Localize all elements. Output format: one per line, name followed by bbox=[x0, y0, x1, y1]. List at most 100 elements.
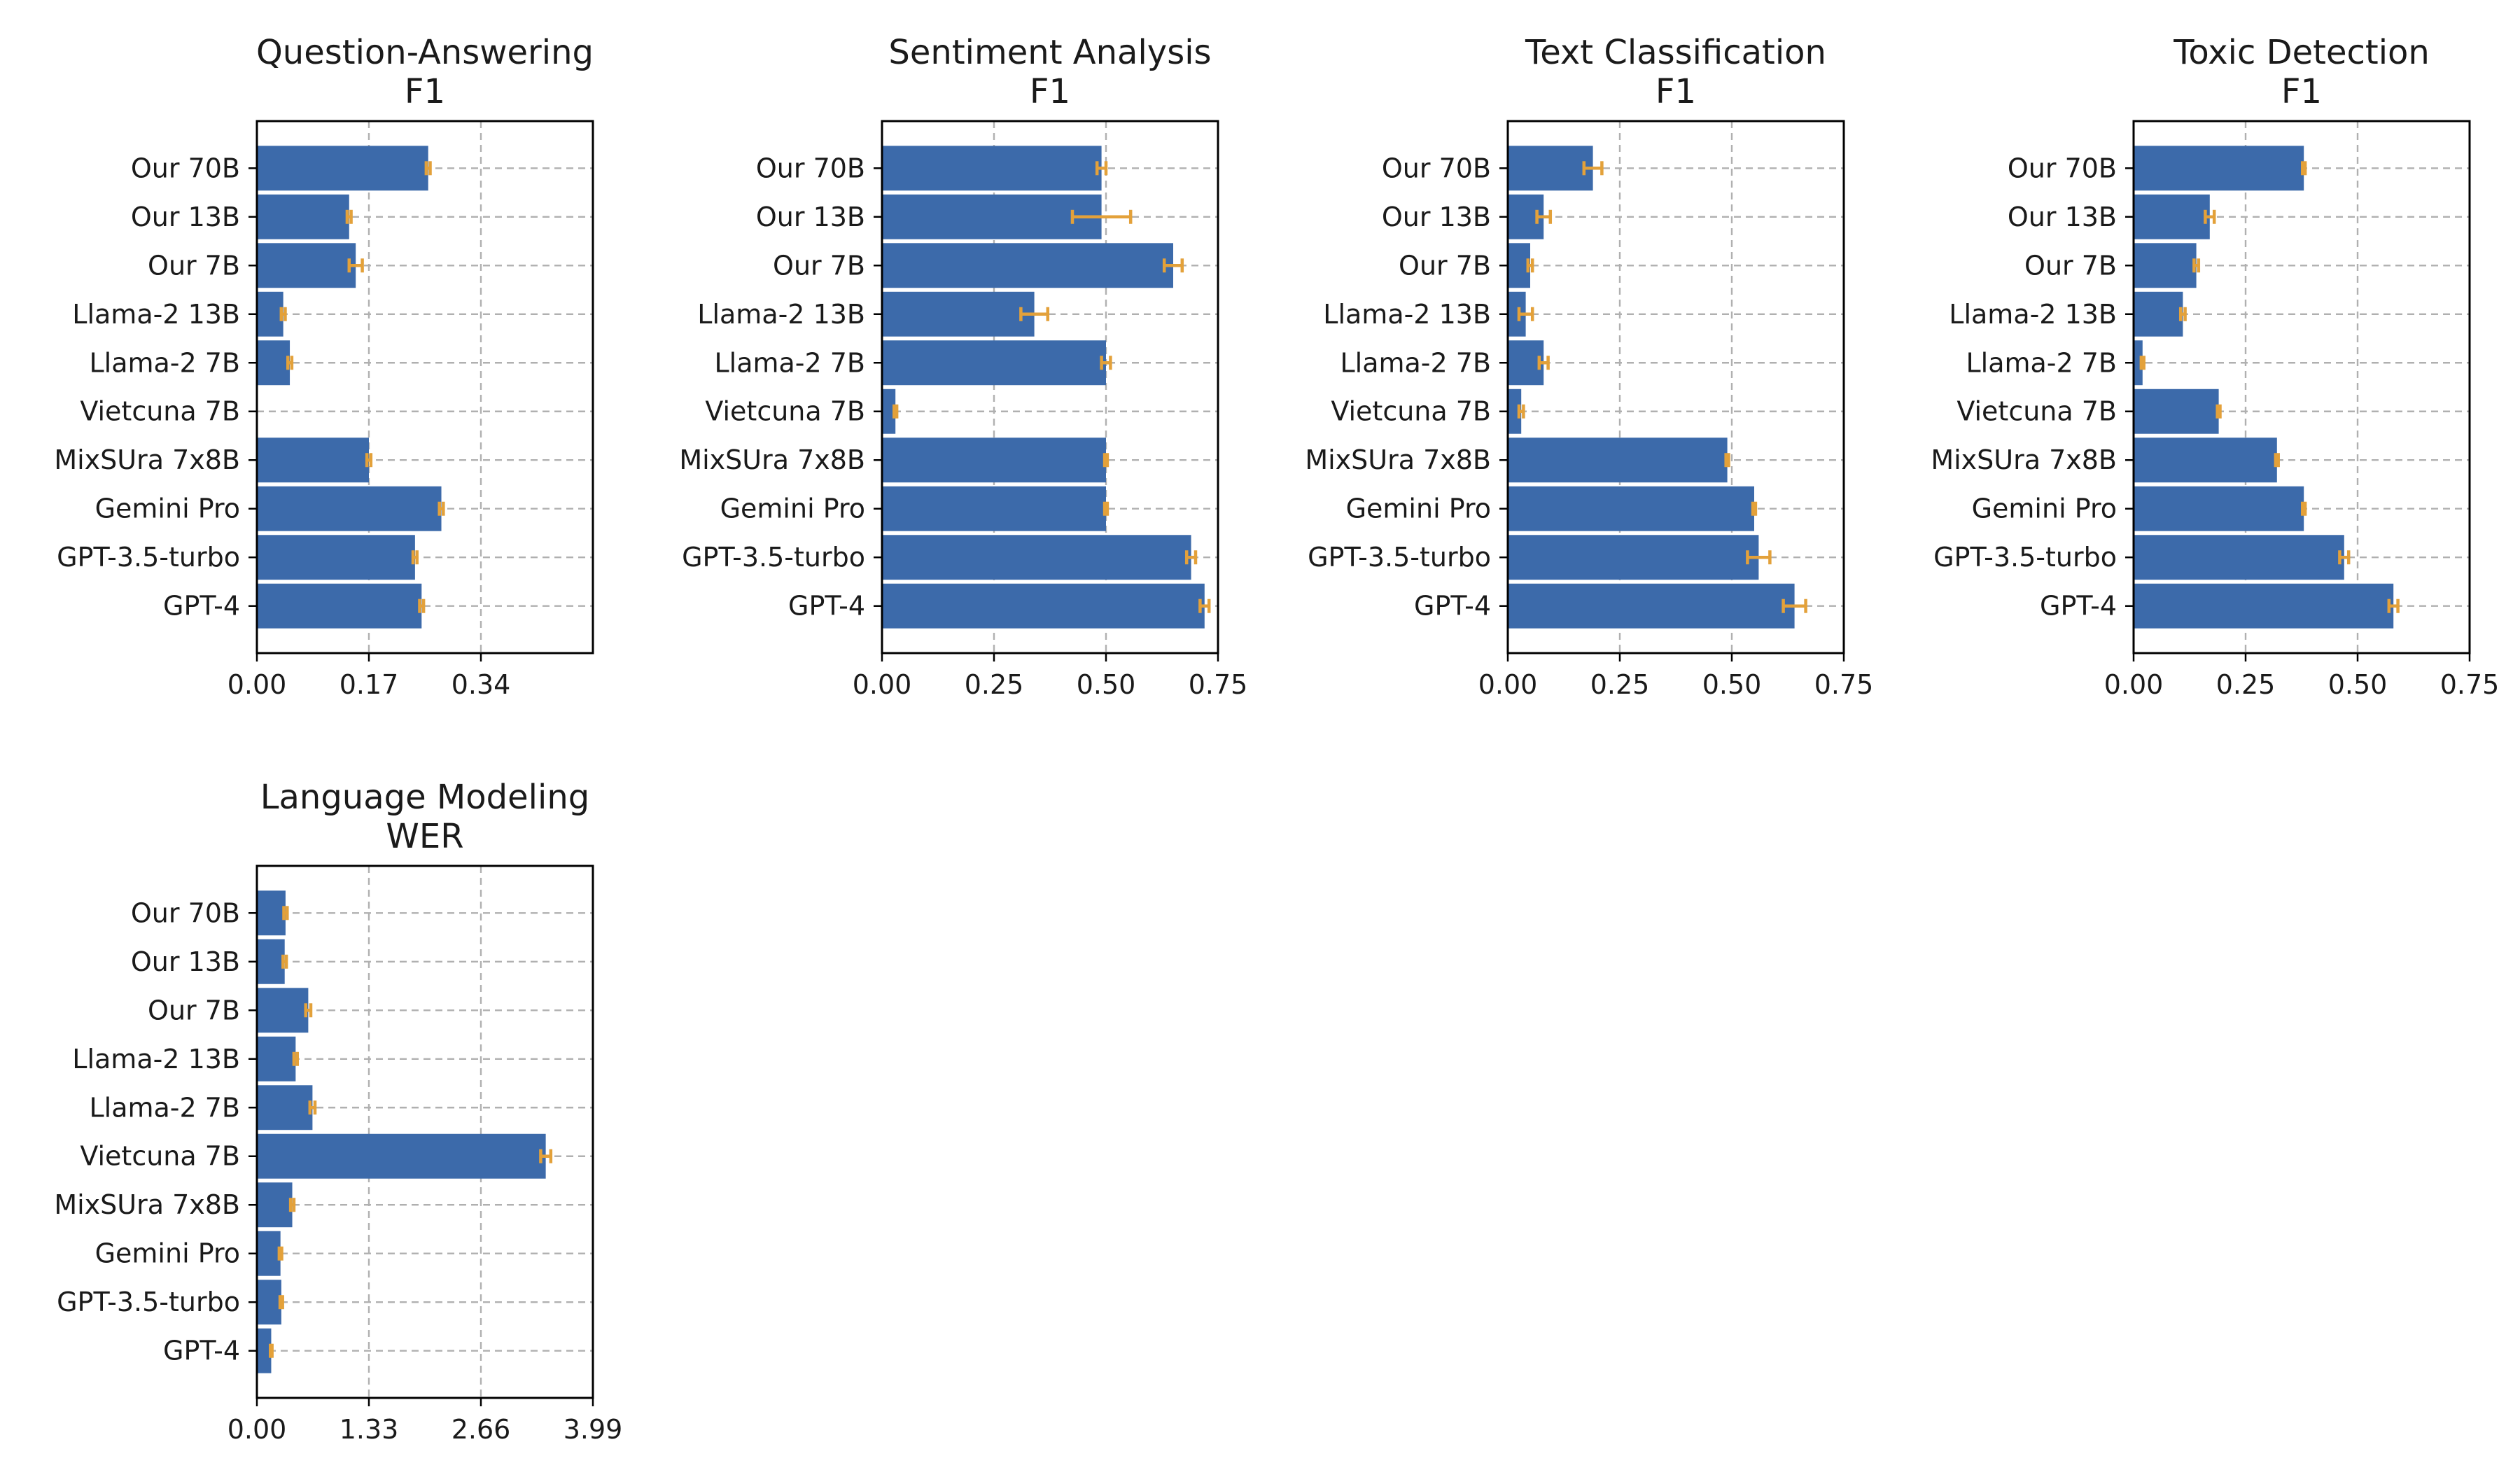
category-label: Our 7B bbox=[773, 250, 865, 281]
bar bbox=[257, 1231, 281, 1276]
error-bar bbox=[308, 1100, 317, 1115]
bar bbox=[1508, 486, 1754, 531]
error-bar bbox=[345, 209, 353, 224]
x-tick-label: 0.34 bbox=[451, 669, 511, 700]
bar bbox=[2134, 243, 2197, 288]
bar bbox=[882, 388, 896, 434]
bar bbox=[882, 438, 1106, 483]
error-bar bbox=[288, 1198, 296, 1212]
error-bar bbox=[1095, 161, 1108, 176]
error-bar bbox=[2387, 598, 2400, 613]
error-bar bbox=[1162, 258, 1184, 273]
error-bar bbox=[2301, 501, 2307, 516]
bar bbox=[257, 340, 290, 386]
error-bar bbox=[2139, 356, 2146, 370]
bar bbox=[882, 194, 1102, 239]
error-bar bbox=[1526, 258, 1534, 273]
bar bbox=[257, 486, 442, 531]
category-label: Llama-2 7B bbox=[714, 347, 865, 378]
bar bbox=[1508, 535, 1759, 580]
category-label: Llama-2 13B bbox=[1323, 299, 1491, 330]
bar bbox=[257, 146, 428, 191]
error-bar bbox=[278, 1295, 284, 1310]
x-tick-label: 0.50 bbox=[2328, 669, 2388, 700]
category-label: Our 70B bbox=[2008, 153, 2117, 183]
category-label: Llama-2 7B bbox=[89, 347, 240, 378]
category-label: Gemini Pro bbox=[1972, 493, 2117, 524]
category-label: Our 70B bbox=[131, 897, 240, 928]
error-bar bbox=[1102, 453, 1110, 468]
error-bar bbox=[539, 1149, 553, 1163]
plot-frame bbox=[255, 120, 594, 654]
category-label: GPT-3.5-turbo bbox=[57, 542, 240, 573]
error-bar bbox=[286, 356, 294, 370]
category-label: Vietcuna 7B bbox=[705, 396, 865, 427]
error-bar bbox=[2274, 453, 2280, 468]
x-tick-label: 0.25 bbox=[965, 669, 1024, 700]
bar bbox=[257, 1182, 293, 1228]
category-label: Our 7B bbox=[148, 250, 240, 281]
error-bar bbox=[2338, 550, 2351, 565]
x-tick-label: 0.25 bbox=[1590, 669, 1650, 700]
category-label: Gemini Pro bbox=[1346, 493, 1491, 524]
category-label: GPT-4 bbox=[1414, 591, 1491, 622]
bar bbox=[882, 535, 1191, 580]
x-tick-label: 0.75 bbox=[2440, 669, 2500, 700]
x-tick-label: 2.66 bbox=[451, 1414, 511, 1445]
error-bar bbox=[1019, 307, 1050, 321]
bar bbox=[257, 1133, 546, 1179]
category-label: Gemini Pro bbox=[95, 493, 240, 524]
category-label: MixSUra 7x8B bbox=[54, 444, 240, 475]
error-bar bbox=[1070, 209, 1133, 224]
error-bar bbox=[1102, 501, 1110, 516]
category-label: Llama-2 7B bbox=[1966, 347, 2117, 378]
chart-title-line: WER bbox=[386, 817, 463, 856]
error-bar bbox=[1582, 161, 1604, 176]
category-label: Gemini Pro bbox=[720, 493, 865, 524]
error-bar bbox=[2204, 209, 2216, 224]
chart-title-line: F1 bbox=[1656, 72, 1696, 111]
chart-title-line: Question-Answering bbox=[256, 33, 594, 72]
x-tick-label: 0.00 bbox=[2104, 669, 2164, 700]
category-label: GPT-3.5-turbo bbox=[1933, 542, 2117, 573]
category-label: Gemini Pro bbox=[95, 1238, 240, 1269]
category-label: Our 70B bbox=[756, 153, 865, 183]
plot-frame bbox=[881, 120, 1219, 654]
error-bar bbox=[292, 1051, 299, 1066]
bar bbox=[2134, 388, 2219, 434]
error-bar bbox=[2301, 161, 2307, 176]
chart-title-line: F1 bbox=[1030, 72, 1070, 111]
category-label: GPT-4 bbox=[163, 591, 240, 622]
bar bbox=[257, 1036, 296, 1082]
category-label: Our 7B bbox=[2024, 250, 2117, 281]
bar bbox=[257, 1328, 272, 1373]
error-bar bbox=[282, 906, 289, 920]
bar bbox=[257, 939, 285, 984]
error-bar bbox=[304, 1003, 313, 1018]
bar bbox=[2134, 146, 2304, 191]
error-bar bbox=[281, 954, 288, 969]
bar bbox=[882, 340, 1106, 386]
bar bbox=[882, 146, 1102, 191]
bar bbox=[257, 438, 369, 483]
x-tick-label: 0.00 bbox=[227, 1414, 287, 1445]
category-label: Our 13B bbox=[2008, 202, 2117, 232]
category-label: Llama-2 7B bbox=[89, 1092, 240, 1123]
x-tick-label: 0.00 bbox=[227, 669, 287, 700]
category-label: Vietcuna 7B bbox=[1331, 396, 1491, 427]
error-bar bbox=[2192, 258, 2201, 273]
bar bbox=[257, 535, 415, 580]
plot-frame bbox=[2132, 120, 2471, 654]
chart-title-line: F1 bbox=[2281, 72, 2322, 111]
category-label: Our 13B bbox=[131, 946, 240, 977]
error-bar bbox=[1517, 404, 1525, 419]
x-tick-label: 0.00 bbox=[1478, 669, 1538, 700]
bar bbox=[882, 243, 1173, 288]
bar bbox=[2134, 291, 2183, 337]
error-bar bbox=[1198, 598, 1211, 613]
bar bbox=[257, 583, 422, 629]
category-label: Vietcuna 7B bbox=[80, 1141, 240, 1172]
bar bbox=[882, 486, 1106, 531]
